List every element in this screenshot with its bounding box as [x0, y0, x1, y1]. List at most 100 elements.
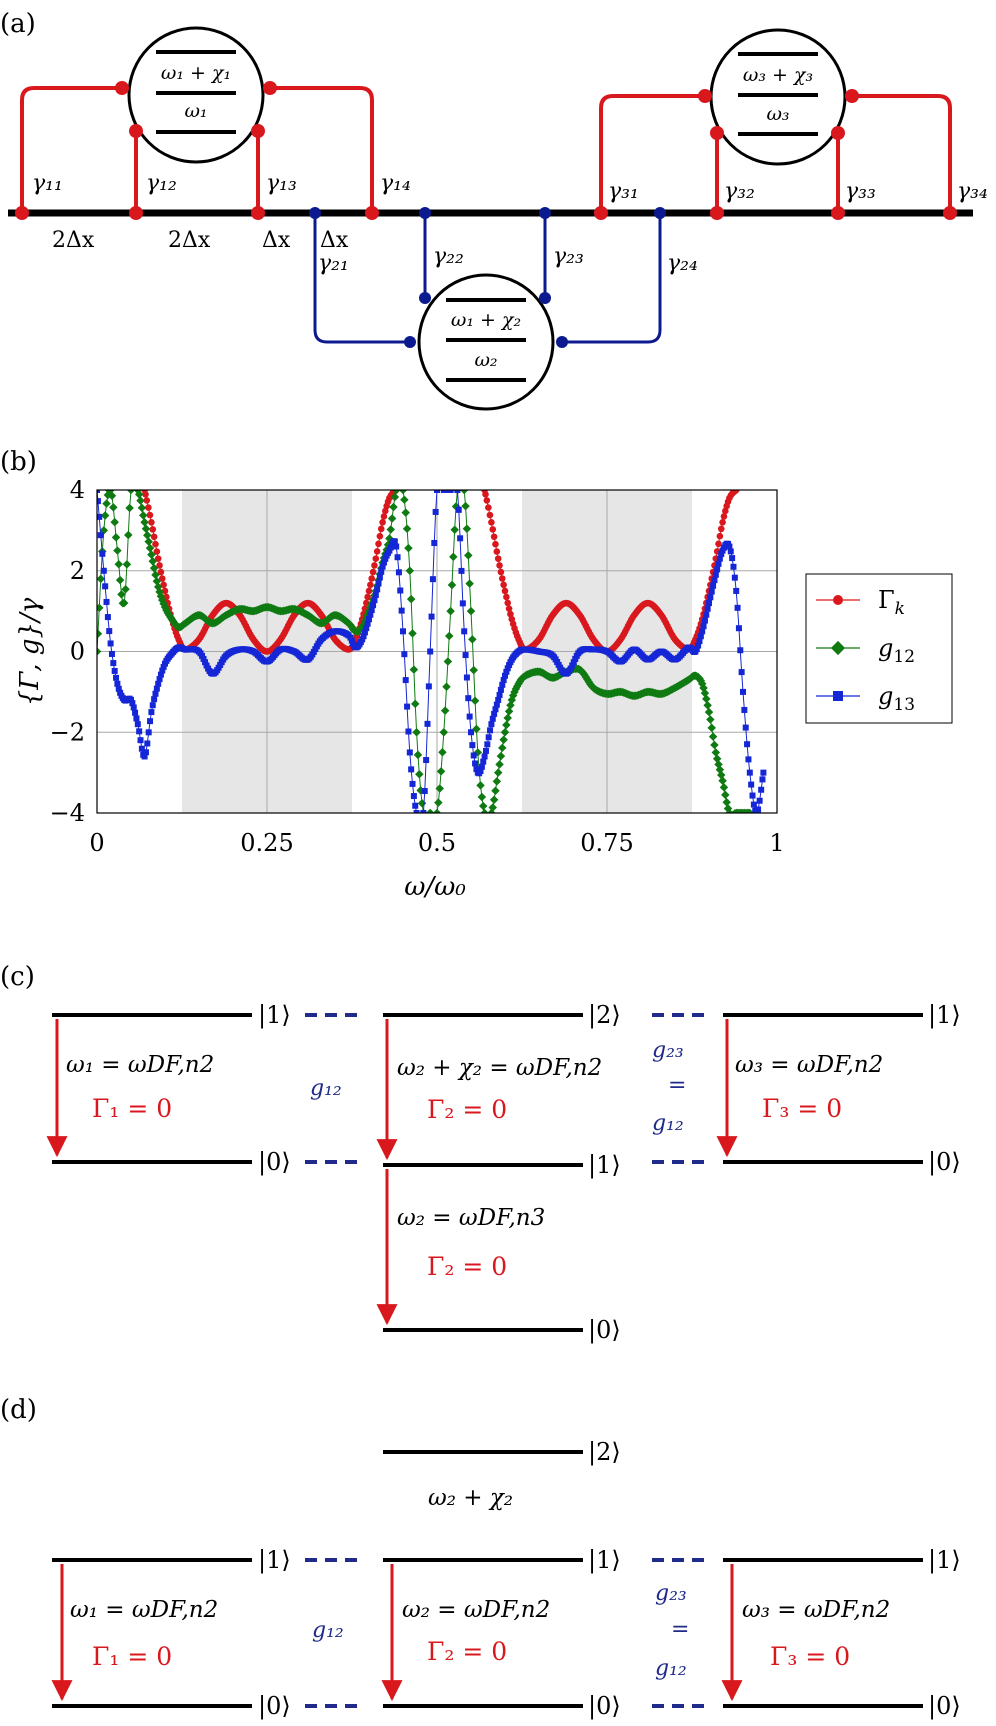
data-point — [132, 709, 139, 716]
data-point — [476, 781, 485, 790]
data-point — [423, 812, 432, 813]
d-ket-1-0: |0⟩ — [258, 1692, 291, 1721]
data-point — [505, 605, 513, 612]
data-point — [422, 815, 430, 823]
d-g23-eq: = — [671, 1617, 689, 1642]
data-point — [710, 582, 717, 589]
data-point — [369, 568, 377, 576]
data-point — [478, 763, 485, 770]
data-point — [100, 567, 107, 574]
data-point — [734, 604, 741, 611]
d-eq-2: ω₂ = ωDF,n2 — [402, 1597, 550, 1623]
data-point — [142, 491, 149, 498]
data-point — [487, 727, 494, 734]
c-eq-2a: ω₂ + χ₂ = ωDF,n2 — [397, 1055, 602, 1081]
gamma-32: γ₃₂ — [724, 179, 755, 204]
data-point — [153, 685, 160, 692]
data-point — [462, 652, 469, 659]
data-point — [457, 471, 465, 479]
data-point — [493, 548, 501, 555]
data-point — [569, 662, 576, 669]
data-point — [755, 806, 762, 813]
data-point — [398, 607, 405, 614]
data-point — [486, 511, 494, 519]
data-point — [468, 635, 477, 644]
dot-g31 — [594, 206, 608, 220]
data-point — [117, 689, 124, 696]
data-point — [395, 569, 402, 576]
data-point — [424, 720, 431, 727]
atom1-couplings — [20, 86, 952, 213]
c-ket-3-0: |0⟩ — [928, 1148, 961, 1177]
data-point — [402, 524, 412, 534]
data-point — [759, 776, 766, 783]
data-point — [500, 581, 507, 589]
data-point — [142, 749, 149, 756]
data-point — [362, 599, 370, 607]
data-point — [480, 808, 489, 813]
d-ket-3-1: |1⟩ — [928, 1546, 961, 1575]
data-point — [202, 659, 209, 666]
data-point — [477, 792, 487, 802]
c-ket-1-0: |0⟩ — [258, 1148, 291, 1177]
c-gamma-2a: Γ₂ = 0 — [427, 1095, 507, 1124]
data-point — [404, 703, 411, 710]
data-point — [359, 636, 366, 643]
data-point — [365, 587, 373, 595]
data-point — [348, 637, 355, 644]
legend-marker-g13 — [833, 691, 843, 701]
data-point — [485, 734, 492, 741]
data-point — [367, 581, 374, 589]
atom2-bottom-label: ω₂ — [474, 349, 497, 371]
data-point — [750, 801, 757, 808]
data-point — [406, 594, 416, 604]
data-point — [397, 587, 404, 594]
data-point — [115, 575, 125, 585]
data-point — [149, 702, 156, 709]
data-point — [489, 715, 496, 722]
data-point — [148, 519, 155, 526]
data-point — [466, 606, 476, 616]
atom3: ω₃ + χ₃ ω₃ — [709, 28, 847, 166]
data-point — [455, 506, 462, 513]
data-point — [417, 799, 427, 808]
data-point — [152, 540, 159, 548]
data-point — [382, 555, 389, 562]
data-point — [97, 490, 100, 493]
d-g23-top: g₂₃ — [655, 1581, 687, 1606]
data-point — [722, 507, 729, 515]
data-point — [409, 665, 419, 674]
gamma-11: γ₁₁ — [32, 171, 63, 196]
data-point — [364, 620, 371, 627]
data-point — [97, 513, 103, 520]
tick-labels: 0 0.25 0.5 0.75 1 −4 −2 0 2 4 — [50, 476, 785, 857]
data-point — [102, 583, 109, 590]
gamma-34: γ₃₄ — [957, 179, 988, 204]
data-point — [128, 696, 134, 703]
data-point — [434, 798, 443, 807]
data-point — [434, 490, 440, 493]
data-point — [507, 610, 514, 618]
data-point — [462, 524, 472, 534]
data-point — [371, 562, 378, 569]
data-point — [111, 533, 121, 542]
atom2-top-label: ω₁ + χ₂ — [451, 309, 521, 331]
data-point — [720, 513, 728, 520]
data-point — [406, 749, 413, 756]
data-point — [496, 691, 503, 698]
data-point — [155, 680, 162, 687]
data-point — [158, 575, 166, 582]
atom1-bottom-label: ω₁ — [184, 100, 207, 122]
data-point — [715, 560, 722, 567]
data-point — [199, 652, 206, 659]
data-point — [408, 629, 417, 638]
data-point — [718, 776, 727, 785]
data-point — [124, 530, 133, 540]
data-point — [149, 526, 157, 533]
data-point — [148, 709, 155, 716]
panel-d: (d) |2⟩ |1⟩ |0⟩ |1⟩ |0⟩ |1⟩ — [0, 1395, 961, 1721]
data-point — [387, 544, 394, 551]
data-point — [400, 628, 406, 635]
data-point — [114, 680, 121, 687]
data-point — [735, 625, 742, 632]
